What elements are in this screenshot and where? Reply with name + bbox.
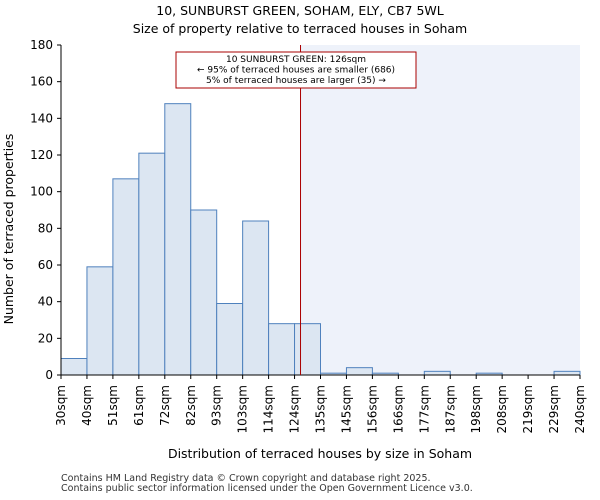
bar-72sqm <box>164 103 192 376</box>
y-tick-label-20: 20 <box>38 331 53 345</box>
x-tick-label-72sqm: 72sqm <box>158 385 172 426</box>
x-tick-label-40sqm: 40sqm <box>80 385 94 426</box>
y-axis-label: Number of terraced properties <box>1 134 16 325</box>
bar-40sqm <box>86 266 114 376</box>
x-axis-label: Distribution of terraced houses by size … <box>168 446 472 461</box>
x-tick-label-93sqm: 93sqm <box>210 385 224 426</box>
bar-114sqm <box>268 323 296 376</box>
y-tick-label-160: 160 <box>30 75 53 89</box>
x-tick-label-51sqm: 51sqm <box>106 385 120 426</box>
x-tick-label-229sqm: 229sqm <box>547 385 561 433</box>
x-tick-label-187sqm: 187sqm <box>443 385 457 433</box>
x-tick-label-114sqm: 114sqm <box>262 385 276 433</box>
bar-82sqm <box>190 209 218 376</box>
x-tick-label-177sqm: 177sqm <box>417 385 431 433</box>
y-tick-label-100: 100 <box>30 185 53 199</box>
x-tick-label-82sqm: 82sqm <box>184 385 198 426</box>
annotation-line-2: ← 95% of terraced houses are smaller (68… <box>197 66 395 76</box>
x-tick-label-156sqm: 156sqm <box>365 385 379 433</box>
x-tick-label-135sqm: 135sqm <box>314 385 328 433</box>
x-tick-label-61sqm: 61sqm <box>132 385 146 426</box>
x-tick-label-124sqm: 124sqm <box>288 385 302 433</box>
bar-93sqm <box>216 303 244 376</box>
bar-61sqm <box>138 152 166 376</box>
footer-line-2: Contains public sector information licen… <box>61 483 473 494</box>
y-tick-label-180: 180 <box>30 38 53 52</box>
chart-title: 10, SUNBURST GREEN, SOHAM, ELY, CB7 5WL <box>156 3 443 18</box>
x-tick-label-208sqm: 208sqm <box>495 385 509 433</box>
y-tick-label-60: 60 <box>38 258 53 272</box>
x-tick-label-198sqm: 198sqm <box>469 385 483 433</box>
chart-subtitle: Size of property relative to terraced ho… <box>133 21 467 36</box>
bar-229sqm <box>553 370 581 376</box>
bar-51sqm <box>112 178 140 376</box>
x-tick-label-240sqm: 240sqm <box>573 385 587 433</box>
x-tick-label-166sqm: 166sqm <box>391 385 405 433</box>
bar-177sqm <box>423 370 451 376</box>
highlight-region <box>300 45 580 375</box>
annotation-line-3: 5% of terraced houses are larger (35) → <box>206 76 386 86</box>
x-tick-label-30sqm: 30sqm <box>54 385 68 426</box>
bar-30sqm <box>60 358 88 376</box>
bar-145sqm <box>345 367 373 376</box>
x-tick-label-145sqm: 145sqm <box>339 385 353 433</box>
y-tick-label-0: 0 <box>45 368 53 382</box>
y-tick-label-80: 80 <box>38 221 53 235</box>
plot-area: 0 20 40 60 80 100 120 140 160 180 30sqm 40sqm 51sqm 6… <box>30 38 587 433</box>
footer-line-1: Contains HM Land Registry data © Crown c… <box>61 473 431 484</box>
x-tick-label-103sqm: 103sqm <box>236 385 250 433</box>
y-tick-label-40: 40 <box>38 295 53 309</box>
bar-103sqm <box>242 220 270 376</box>
y-tick-label-140: 140 <box>30 111 53 125</box>
y-tick-label-120: 120 <box>30 148 53 162</box>
annotation-box <box>175 51 417 89</box>
annotation-line-1: 10 SUNBURST GREEN: 126sqm <box>226 55 366 65</box>
x-tick-label-219sqm: 219sqm <box>521 385 535 433</box>
bar-124sqm <box>294 323 321 376</box>
